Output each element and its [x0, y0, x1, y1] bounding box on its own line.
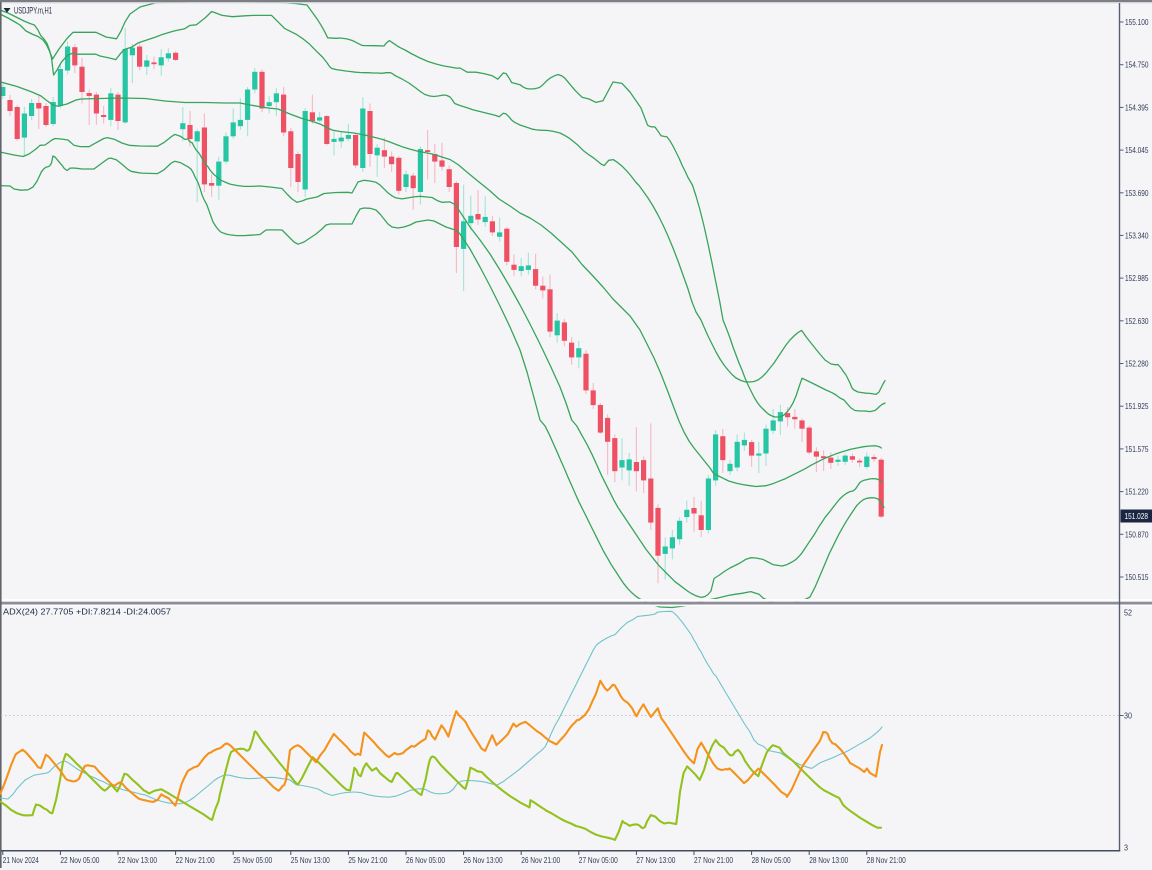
svg-text:152.985: 152.985: [1125, 274, 1149, 283]
svg-text:ADX(24) 27.7705 +DI:7.8214 -DI: ADX(24) 27.7705 +DI:7.8214 -DI:24.0057: [3, 608, 172, 617]
svg-text:27 Nov 21:00: 27 Nov 21:00: [694, 856, 733, 865]
svg-text:26 Nov 05:00: 26 Nov 05:00: [406, 856, 445, 865]
svg-text:152.280: 152.280: [1125, 360, 1149, 369]
svg-text:154.395: 154.395: [1125, 103, 1149, 112]
svg-text:27 Nov 05:00: 27 Nov 05:00: [579, 856, 618, 865]
svg-text:30: 30: [1124, 712, 1132, 721]
svg-text:154.750: 154.750: [1125, 61, 1149, 70]
svg-text:26 Nov 13:00: 26 Nov 13:00: [464, 856, 503, 865]
svg-text:25 Nov 13:00: 25 Nov 13:00: [291, 856, 330, 865]
svg-text:3: 3: [1124, 844, 1128, 853]
svg-text:28 Nov 05:00: 28 Nov 05:00: [752, 856, 791, 865]
svg-text:150.870: 150.870: [1125, 530, 1149, 539]
svg-text:52: 52: [1124, 609, 1132, 618]
svg-text:25 Nov 21:00: 25 Nov 21:00: [348, 856, 387, 865]
svg-text:151.925: 151.925: [1125, 402, 1149, 411]
svg-text:152.630: 152.630: [1125, 317, 1149, 326]
svg-text:151.220: 151.220: [1125, 488, 1149, 497]
svg-text:28 Nov 13:00: 28 Nov 13:00: [809, 856, 848, 865]
svg-text:153.340: 153.340: [1125, 231, 1149, 240]
svg-text:155.100: 155.100: [1125, 18, 1149, 27]
svg-text:25 Nov 05:00: 25 Nov 05:00: [233, 856, 272, 865]
svg-text:26 Nov 21:00: 26 Nov 21:00: [521, 856, 560, 865]
svg-text:USDJPY.m,H1: USDJPY.m,H1: [14, 6, 52, 16]
svg-text:22 Nov 13:00: 22 Nov 13:00: [118, 856, 157, 865]
svg-text:153.690: 153.690: [1125, 189, 1149, 198]
svg-text:21 Nov 2024: 21 Nov 2024: [3, 856, 39, 865]
svg-text:151.575: 151.575: [1125, 445, 1149, 454]
svg-text:28 Nov 21:00: 28 Nov 21:00: [867, 856, 906, 865]
svg-text:27 Nov 13:00: 27 Nov 13:00: [636, 856, 675, 865]
svg-text:150.515: 150.515: [1125, 573, 1149, 582]
svg-text:22 Nov 21:00: 22 Nov 21:00: [176, 856, 215, 865]
svg-text:154.045: 154.045: [1125, 146, 1149, 155]
svg-text:22 Nov 05:00: 22 Nov 05:00: [60, 856, 99, 865]
svg-text:151.028: 151.028: [1125, 512, 1149, 521]
